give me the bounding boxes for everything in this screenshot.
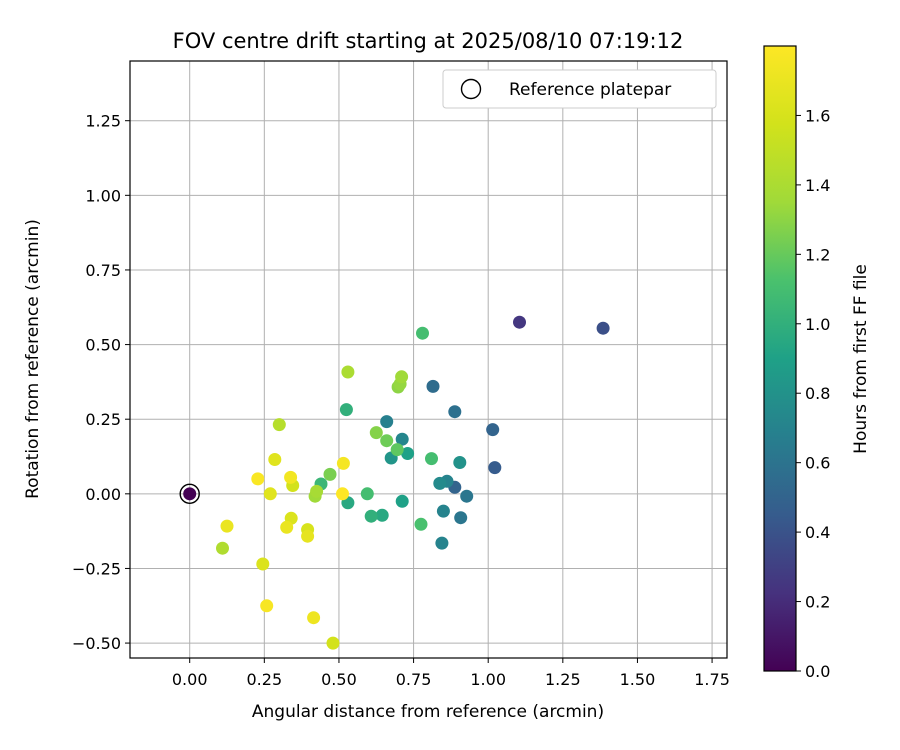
scatter-point [395,432,409,446]
colorbar-tick-label: 0.6 [805,454,830,473]
scatter-point [260,599,274,613]
x-axis-ticks: 0.00 0.25 0.50 0.75 1.00 1.25 1.50 1.75 [172,658,730,689]
scatter-point [364,509,378,523]
y-axis-ticks: −0.50 −0.25 0.00 0.25 0.50 0.75 1.00 1.25 [72,112,130,653]
scatter-point [460,489,474,503]
scatter-point [326,636,340,650]
scatter-point [426,379,440,393]
reference-point [183,487,197,501]
x-tick-label: 1.00 [470,670,506,689]
scatter-point [435,536,449,550]
legend-label: Reference platepar [509,80,671,100]
reference-platepar-marker [179,483,200,505]
scatter-point [401,447,415,460]
scatter-point [380,415,394,429]
scatter-point [433,476,447,490]
y-tick-label: −0.50 [72,634,121,653]
colorbar-tick-label: 1.6 [805,106,830,125]
colorbar-tick-label: 0.2 [805,593,830,612]
scatter-point [336,487,349,501]
scatter-point [448,405,462,419]
colorbar-gradient [763,45,797,672]
scatter-point [268,453,282,466]
scatter-point [263,487,277,501]
legend: Reference platepar [442,69,717,109]
chart-title: FOV centre drift starting at 2025/08/10 … [173,29,684,53]
scatter-point [395,494,409,508]
scatter-point [596,321,610,335]
x-tick-label: 0.25 [247,670,283,689]
scatter-point [341,365,355,379]
y-tick-label: 0.00 [85,485,121,504]
scatter-point [380,434,394,448]
colorbar-label: Hours from first FF file [851,264,871,454]
grid-lines [130,61,727,658]
scatter-point [310,484,324,498]
scatter-point [488,461,502,475]
y-tick-label: 1.00 [85,186,121,205]
x-tick-label: 0.50 [321,670,357,689]
scatter-point [416,326,429,340]
scatter-point [301,529,315,543]
scatter-point [395,370,409,384]
colorbar-tick-label: 1.0 [805,315,830,334]
x-tick-label: 0.00 [172,670,208,689]
y-tick-label: 0.75 [85,261,121,280]
scatter-point [453,456,467,469]
scatter-point [486,423,500,437]
scatter-point [307,611,321,625]
colorbar: 0.0 0.2 0.4 0.6 0.8 1.0 1.2 1.4 1.6 Hours from f… [763,45,871,681]
scatter-point [454,511,468,525]
scatter-point [425,452,438,466]
x-tick-label: 1.75 [694,670,730,689]
x-tick-label: 0.75 [396,670,432,689]
x-tick-label: 1.25 [545,670,581,689]
colorbar-tick-label: 0.8 [805,384,830,403]
scatter-point [375,508,389,522]
colorbar-tick-label: 1.2 [805,245,830,264]
y-tick-label: 0.50 [85,336,121,355]
scatter-point [414,517,428,531]
y-axis-label: Rotation from reference (arcmin) [23,219,43,499]
scatter-point [390,443,404,457]
y-tick-label: −0.25 [72,559,121,578]
legend-box [442,69,717,109]
x-axis-label: Angular distance from reference (arcmin) [252,702,604,722]
scatter-point [323,467,337,481]
legend-reference-marker [460,78,482,100]
plot-area-frame [129,60,728,659]
colorbar-tick-label: 1.4 [805,176,830,195]
scatter-point [216,541,229,555]
y-tick-label: 1.25 [85,112,121,131]
scatter-point [336,456,350,470]
scatter-point [436,504,450,518]
y-tick-label: 0.25 [85,410,121,429]
x-tick-label: 1.50 [620,670,656,689]
reference-marker-layer [179,483,200,505]
scatter-point [280,520,294,534]
scatter-point [284,470,298,484]
colorbar-tick-label: 0.0 [805,662,830,681]
scatter-point [251,472,265,486]
data-points [216,315,610,650]
scatter-point [220,519,234,533]
scatter-point [272,418,286,432]
colorbar-ticks: 0.0 0.2 0.4 0.6 0.8 1.0 1.2 1.4 1.6 [796,106,830,681]
scatter-point [256,557,270,571]
scatter-point [339,403,353,417]
scatter-point [369,426,383,440]
scatter-point [360,487,374,501]
scatter-point [513,315,526,329]
colorbar-tick-label: 0.4 [805,523,830,542]
